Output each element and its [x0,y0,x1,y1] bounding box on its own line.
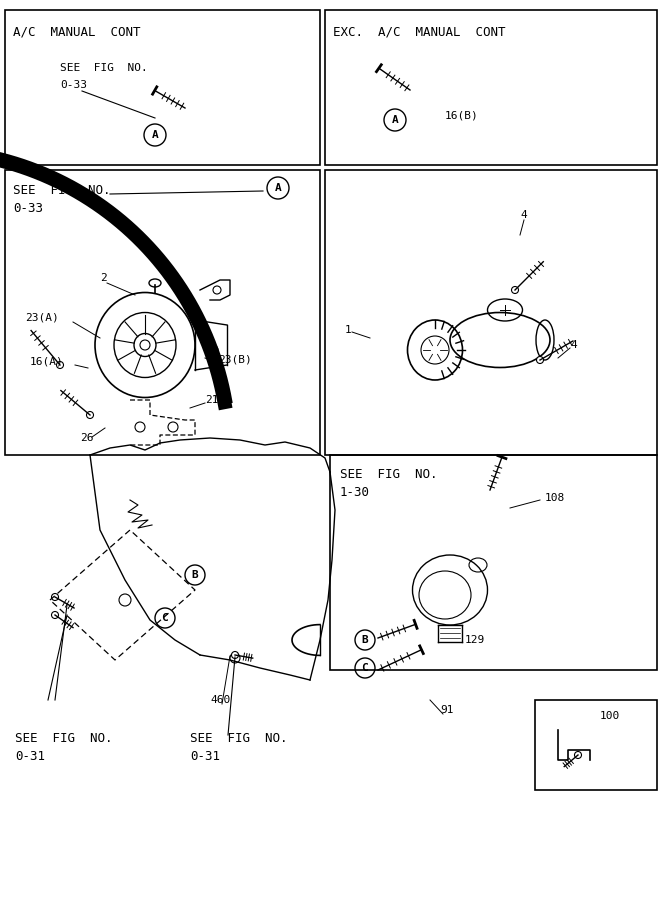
Text: 16(B): 16(B) [445,110,479,120]
Circle shape [536,356,544,364]
Text: 2: 2 [100,273,107,283]
Text: 23(B): 23(B) [218,355,251,365]
Circle shape [574,752,582,759]
Text: 23(A): 23(A) [25,313,59,323]
Text: B: B [191,570,198,580]
Text: 0-31: 0-31 [15,750,45,762]
Text: 0-31: 0-31 [190,750,220,762]
Text: A: A [151,130,158,140]
Text: SEE  FIG  NO.: SEE FIG NO. [190,732,287,744]
Text: A: A [392,115,398,125]
Text: 91: 91 [440,705,454,715]
Bar [330,455,657,670]
Circle shape [512,286,518,293]
Text: EXC.  A/C  MANUAL  CONT: EXC. A/C MANUAL CONT [333,25,506,39]
Bar [325,170,657,455]
Text: 129: 129 [465,635,486,645]
Text: SEE  FIG  NO.: SEE FIG NO. [15,732,113,744]
Bar [5,170,320,455]
Text: 460: 460 [210,695,230,705]
Text: B: B [362,635,368,645]
Text: 1: 1 [345,325,352,335]
Text: 108: 108 [545,493,565,503]
Text: 4: 4 [570,340,577,350]
Text: 1-30: 1-30 [340,485,370,499]
Text: C: C [161,613,168,623]
Text: A/C  MANUAL  CONT: A/C MANUAL CONT [13,25,141,39]
Text: SEE  FIG  NO.: SEE FIG NO. [340,467,438,481]
Text: SEE  FIG  NO.: SEE FIG NO. [13,184,111,196]
Circle shape [231,652,239,659]
Text: 0-33: 0-33 [13,202,43,214]
Bar [535,700,657,790]
Text: 0-33: 0-33 [60,80,87,90]
Text: 16(A): 16(A) [30,357,64,367]
Text: 100: 100 [600,711,620,721]
Text: 21: 21 [205,395,219,405]
Bar [325,10,657,165]
Circle shape [51,611,59,618]
Bar [5,10,320,165]
Circle shape [57,362,63,368]
Circle shape [51,593,59,600]
Text: 26: 26 [80,433,93,443]
Circle shape [87,411,93,418]
Text: 4: 4 [520,210,527,220]
Text: A: A [275,183,281,193]
Text: C: C [362,663,368,673]
Text: SEE  FIG  NO.: SEE FIG NO. [60,63,148,73]
